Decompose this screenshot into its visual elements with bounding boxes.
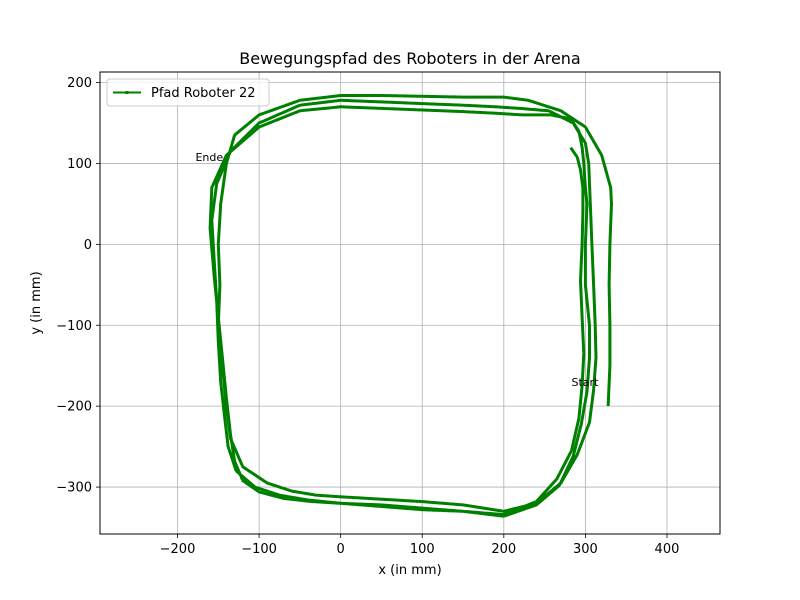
annotations: Start Ende: [195, 151, 599, 389]
legend-swatch-marker: [125, 91, 129, 94]
chart-title: Bewegungspfad des Roboters in der Arena: [239, 49, 580, 68]
plot-frame: [99, 71, 721, 535]
y-tick-label: 200: [67, 76, 92, 91]
legend: Pfad Roboter 22: [106, 78, 270, 107]
x-tick-label: −200: [160, 542, 196, 557]
x-tick-label: 200: [491, 542, 516, 557]
y-tick-label: −100: [56, 319, 92, 334]
series-layer: [208, 94, 614, 518]
y-tick-label: −300: [56, 481, 92, 496]
legend-box: [106, 78, 270, 107]
x-tick-label: 0: [337, 542, 345, 557]
x-tick-label: 100: [410, 542, 435, 557]
annotation-ende: Ende: [195, 151, 223, 164]
grid: [100, 72, 720, 534]
x-tick-label: −100: [241, 542, 277, 557]
series-markers: [208, 94, 614, 518]
legend-label: Pfad Roboter 22: [151, 86, 256, 101]
x-axis-title: x (in mm): [378, 563, 441, 578]
ticks: −200 −100 0 100 200 300 400 −300 −200 −100 0 100 200: [56, 76, 679, 557]
y-tick-label: 0: [84, 238, 92, 253]
x-tick-label: 300: [573, 542, 598, 557]
y-tick-label: 100: [67, 157, 92, 172]
x-tick-label: 400: [655, 542, 680, 557]
y-tick-label: −200: [56, 400, 92, 415]
annotation-start: Start: [572, 376, 600, 389]
y-axis-title: y (in mm): [29, 271, 44, 334]
